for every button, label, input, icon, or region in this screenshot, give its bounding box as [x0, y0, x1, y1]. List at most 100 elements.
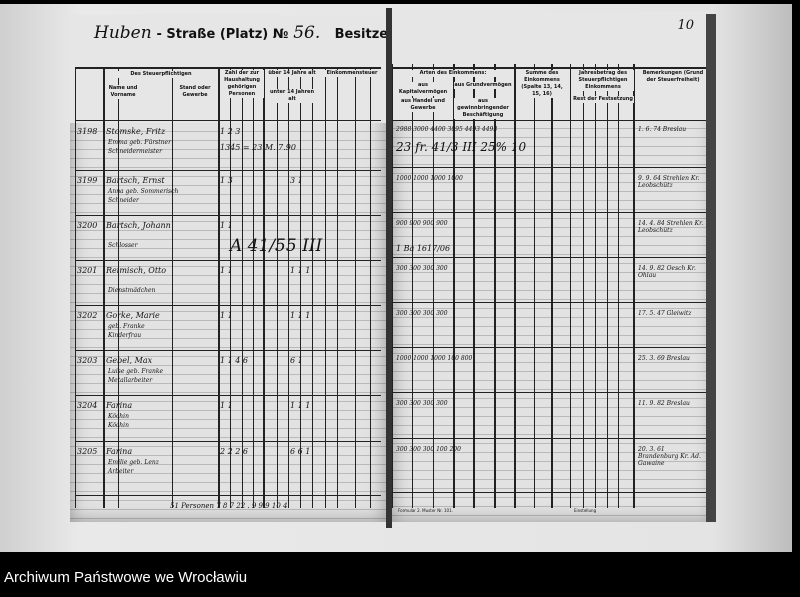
totals-row: 51 Personen 7 8 7 22 . 9 9 9 10 4 — [170, 502, 288, 510]
row-rule — [75, 350, 381, 351]
taxpayer-trade: Kinderfrau — [108, 332, 142, 339]
income-amounts: 1000 1000 1000 1000 — [396, 175, 463, 182]
column-rule — [75, 67, 76, 508]
column-rule — [277, 67, 278, 508]
column-header: aus gewinnbringender Beschäftigung — [454, 98, 512, 119]
header-bottom-rule — [75, 120, 381, 121]
row-rule — [392, 438, 706, 439]
right-page: 10 Formular 2. Muster Nr. 101. Einstellu… — [392, 12, 714, 522]
household-counts: 1 2 3 — [220, 127, 241, 136]
household-counts: 1 1 — [220, 401, 233, 410]
row-rule — [392, 492, 706, 493]
household-counts: 1 1 — [220, 221, 233, 230]
taxpayer-trade: Metallarbeiter — [108, 377, 153, 384]
tax-mark: 1 1 1 — [290, 266, 311, 275]
archive-caption: Archiwum Państwowe we Wrocławiu — [4, 569, 248, 586]
column-rule — [312, 67, 313, 508]
taxpayer-name: Farina — [106, 401, 133, 410]
income-amounts: 1000 1000 1000 100 800 — [396, 355, 473, 362]
column-rule — [300, 67, 301, 508]
household-counts: 1 1 4 6 — [220, 356, 248, 365]
column-header: aus Handel und Gewerbe — [394, 98, 452, 112]
column-rule — [453, 64, 455, 508]
street-label: - Straße (Platz) № — [156, 27, 289, 42]
column-rule — [534, 64, 535, 508]
column-rule — [618, 64, 619, 508]
row-rule — [75, 495, 381, 496]
column-rule — [595, 64, 596, 508]
row-number: 3202 — [77, 311, 98, 320]
row-number: 3205 — [77, 447, 98, 456]
row-number: 3198 — [77, 127, 98, 136]
header-bottom-rule — [392, 120, 706, 121]
income-amounts: 300 300 300 300 — [396, 400, 448, 407]
row-rule — [392, 392, 706, 393]
column-header: Zahl der zur Haushaltung gehörigen Perso… — [220, 70, 264, 98]
remarks: 25. 3. 69 Breslau — [638, 355, 690, 362]
taxpayer-spouse: geb. Franke — [108, 323, 145, 330]
taxpayer-spouse: Köchin — [108, 413, 129, 420]
income-amounts: 900 900 900 900 — [396, 220, 448, 227]
column-rule — [370, 67, 371, 508]
column-header: Rest der Festsetzung — [572, 96, 634, 103]
row-number: 3199 — [77, 176, 98, 185]
taxpayer-trade: Schneidermeister — [108, 148, 162, 155]
row-rule — [392, 212, 706, 213]
note: 23 fr. 41/3 III 25% 10 — [396, 140, 527, 154]
column-header: Jahresbetrag des Steuerpflichtigen Einko… — [572, 70, 634, 91]
house-number: 56. — [293, 23, 321, 43]
column-header: Summe des Einkommens (Spalte 13, 14, 15,… — [516, 70, 568, 98]
column-rule — [253, 67, 254, 508]
column-rule — [242, 67, 243, 508]
taxpayer-spouse: Anna geb. Sommerisch — [108, 188, 179, 195]
tax-mark: A 41/55 III — [230, 236, 323, 256]
column-rule — [514, 64, 516, 508]
column-rule — [230, 67, 231, 508]
column-header: Name und Vorname — [106, 85, 140, 99]
form-footer: Formular 2. Muster Nr. 101. — [398, 508, 453, 513]
column-rule — [412, 64, 413, 508]
income-amounts: 300 300 300 100 200 — [396, 446, 461, 453]
tax-mark: 6 6 1 — [290, 447, 311, 456]
column-rule — [337, 67, 338, 508]
row-rule — [75, 395, 381, 396]
taxpayer-name: Bartsch, Ernst — [106, 176, 165, 185]
taxpayer-name: Farina — [106, 447, 133, 456]
taxpayer-trade: Schlosser — [108, 242, 138, 249]
column-header: über 14 Jahre alt — [266, 70, 318, 77]
page-title: Huben - Straße (Platz) № 56. Besitzer: — [94, 23, 386, 43]
row-number: 3200 — [77, 221, 98, 230]
taxpayer-spouse: Luise geb. Franke — [108, 368, 164, 375]
column-header: Arten des Einkommens: — [394, 70, 512, 77]
household-counts: 2 2 2 6 — [220, 447, 248, 456]
column-rule — [607, 64, 608, 508]
remarks: 11. 9. 82 Breslau — [638, 400, 690, 407]
row-rule — [75, 215, 381, 216]
page-number: 10 — [677, 18, 694, 33]
row-rule — [75, 441, 381, 442]
note: 1 Ba 1617/06 — [396, 244, 451, 253]
taxpayer-name: Gorke, Marie — [106, 311, 160, 320]
column-rule — [551, 64, 553, 508]
left-page: Huben - Straße (Platz) № 56. Besitzer: 5… — [70, 15, 386, 522]
column-rule — [172, 67, 173, 508]
income-amounts: 300 300 300 300 — [396, 265, 448, 272]
row-rule — [75, 260, 381, 261]
column-header: aus Grundvermögen — [454, 82, 512, 89]
column-rule — [288, 67, 289, 508]
column-rule — [392, 64, 393, 508]
taxpayer-spouse: Emma geb. Fürstner — [108, 139, 171, 146]
column-rule — [118, 67, 119, 508]
tax-mark: 6 1 — [290, 356, 303, 365]
column-header: Bemerkungen (Grund der Steuerfreiheit) — [638, 70, 708, 84]
remarks: 17. 5. 47 Gleiwitz — [638, 310, 692, 317]
remarks: 1. 6. 74 Breslau — [638, 126, 687, 133]
tax-mark: 1 1 1 — [290, 311, 311, 320]
row-number: 3203 — [77, 356, 98, 365]
column-header: aus Kapitalvermögen — [394, 82, 452, 96]
row-rule — [392, 167, 706, 168]
income-amounts: 2988 3000 4400 3095 4493 4493 — [396, 126, 498, 133]
column-rule — [570, 64, 571, 508]
column-rule — [103, 67, 105, 508]
street-name: Huben — [94, 23, 152, 43]
